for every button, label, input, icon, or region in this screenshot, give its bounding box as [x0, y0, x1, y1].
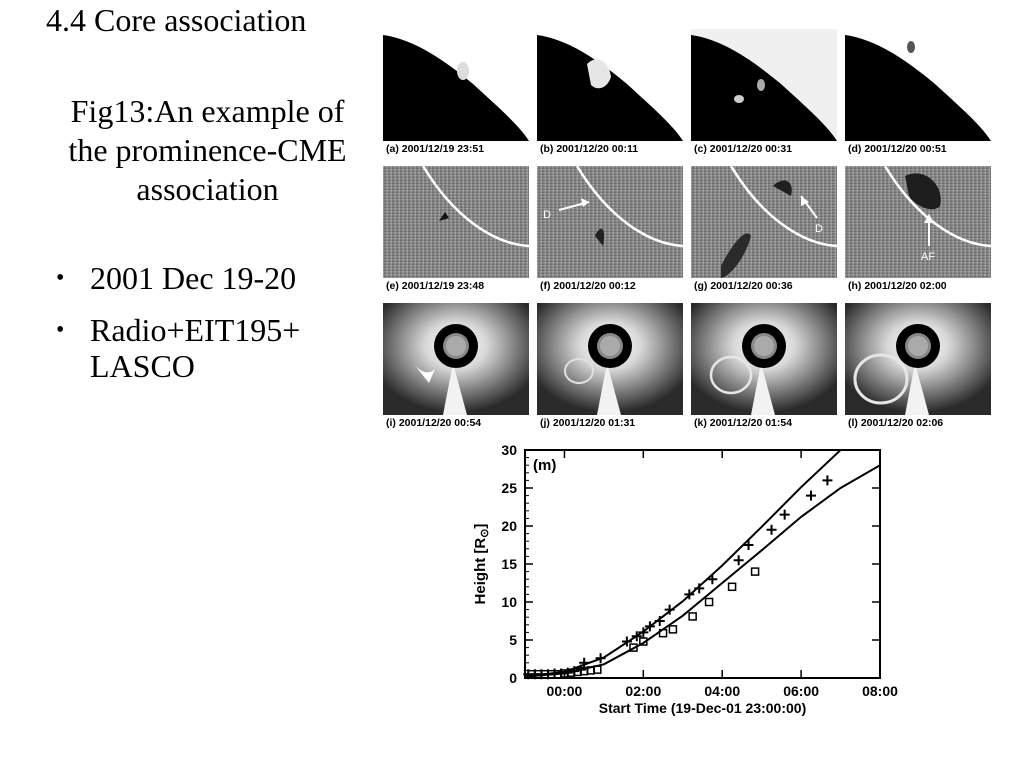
panel-f: D [537, 166, 683, 278]
plus-point [694, 583, 705, 594]
plus-point [743, 540, 754, 550]
bullet-text: 2001 Dec 19-20 [90, 260, 297, 296]
panel-d-image [845, 29, 991, 141]
panel-g-annotation: D [815, 223, 823, 235]
y-tick-label: 0 [509, 670, 517, 686]
y-tick-label: 25 [501, 480, 517, 496]
panel-label-c: (c) 2001/12/20 00:31 [694, 143, 793, 155]
panel-a [383, 29, 529, 141]
panel-g: D [691, 166, 837, 278]
panel-label-k: (k) 2001/12/20 01:54 [694, 417, 793, 429]
square-point [658, 628, 668, 638]
plus-point [579, 657, 590, 668]
plus-point [654, 616, 665, 626]
panel-h-annotation: AF [921, 251, 935, 263]
panel-k-image [691, 303, 837, 415]
panel-i [383, 303, 529, 415]
x-tick-label: 06:00 [783, 683, 819, 699]
figure-caption: Fig13:An example of the prominence-CME a… [68, 93, 347, 207]
panel-h: AF [845, 166, 991, 278]
y-tick-label: 5 [509, 632, 517, 648]
plus-point [595, 653, 606, 664]
panel-k [691, 303, 837, 415]
plus-point [684, 589, 695, 600]
square-point [727, 582, 737, 592]
panel-label-m: (m) [533, 457, 556, 474]
square-point [639, 637, 648, 646]
image-panels: (a) 2001/12/19 23:51 (b) 2001/12/20 00:1… [383, 29, 991, 429]
panel-label-e: (e) 2001/12/19 23:48 [386, 280, 485, 292]
chart-labels: 0 5 10 15 20 25 30 00:00 02:00 04:00 06:00 08:00 (m)… [472, 442, 898, 716]
chart-axes [524, 449, 881, 679]
panel-j-image [537, 303, 683, 415]
panel-i-image [383, 303, 529, 415]
bullet-item: • Radio+EIT195+ LASCO [56, 312, 376, 384]
fit-line [524, 449, 875, 678]
x-tick-label: 04:00 [704, 683, 740, 699]
panel-b [537, 29, 683, 141]
panel-label-a: (a) 2001/12/19 23:51 [386, 143, 485, 155]
panel-g-image: D [721, 166, 837, 278]
panel-label-i: (i) 2001/12/20 00:54 [386, 417, 482, 429]
panel-c-image [691, 29, 837, 141]
square-point [704, 597, 714, 607]
height-time-chart-svg: 0 5 10 15 20 25 30 00:00 02:00 04:00 06:00 08:00 (m)… [472, 442, 898, 716]
panel-e [383, 166, 529, 278]
panel-label-b: (b) 2001/12/20 00:11 [540, 143, 639, 155]
square-point [593, 665, 602, 674]
plus-point [631, 631, 642, 642]
bullet-dot-icon: • [56, 265, 65, 291]
panel-label-j: (j) 2001/12/20 01:31 [540, 417, 636, 429]
square-point [668, 625, 678, 634]
height-time-chart: 0 5 10 15 20 25 30 00:00 02:00 04:00 06:00 08:00 (m)… [440, 440, 940, 740]
panel-label-d: (d) 2001/12/20 00:51 [848, 143, 947, 155]
plus-point [822, 475, 833, 486]
plus-point [644, 621, 655, 632]
panel-label-f: (f) 2001/12/20 00:12 [540, 280, 636, 292]
panel-label-l: (l) 2001/12/20 02:06 [848, 417, 944, 429]
x-tick-label: 00:00 [547, 683, 583, 699]
panel-f-image: D [543, 166, 683, 248]
panel-label-g: (g) 2001/12/20 00:36 [694, 280, 793, 292]
panel-f-annotation: D [543, 209, 551, 221]
y-tick-label: 20 [501, 518, 517, 534]
y-axis-label: Height [R⊙] [472, 524, 491, 605]
square-point [688, 612, 697, 621]
panel-h-image: AF [883, 166, 991, 263]
panel-c [691, 29, 837, 141]
bullet-list: • 2001 Dec 19-20 • Radio+EIT195+ LASCO [56, 260, 376, 400]
panel-d [845, 29, 991, 141]
plus-point [733, 555, 744, 566]
panel-l [845, 303, 991, 415]
plus-point [779, 509, 790, 520]
y-tick-label: 10 [501, 594, 517, 610]
x-tick-label: 02:00 [625, 683, 661, 699]
chart-points [523, 475, 833, 680]
fit-line [524, 464, 881, 678]
square-point [629, 643, 638, 652]
panel-b-image [537, 29, 683, 141]
square-point [750, 567, 760, 576]
panel-a-image [383, 29, 529, 141]
plus-point [805, 490, 816, 501]
panel-e-image [421, 166, 529, 248]
x-axis-label: Start Time (19-Dec-01 23:00:00) [599, 700, 807, 716]
plus-point [707, 574, 718, 585]
panel-label-h: (h) 2001/12/20 02:00 [848, 280, 947, 292]
panel-j [537, 303, 683, 415]
bullet-item: • 2001 Dec 19-20 [56, 260, 376, 296]
plus-point [766, 524, 777, 535]
x-tick-label: 08:00 [862, 683, 898, 699]
plus-point [621, 636, 632, 647]
slide-heading: 4.4 Core association [46, 2, 307, 38]
plus-point [638, 627, 649, 638]
y-tick-label: 30 [501, 442, 517, 458]
plus-point [664, 604, 675, 615]
bullet-text: Radio+EIT195+ LASCO [90, 312, 301, 384]
panel-l-image [845, 303, 991, 415]
y-tick-label: 15 [501, 556, 517, 572]
bullet-dot-icon: • [56, 317, 65, 343]
